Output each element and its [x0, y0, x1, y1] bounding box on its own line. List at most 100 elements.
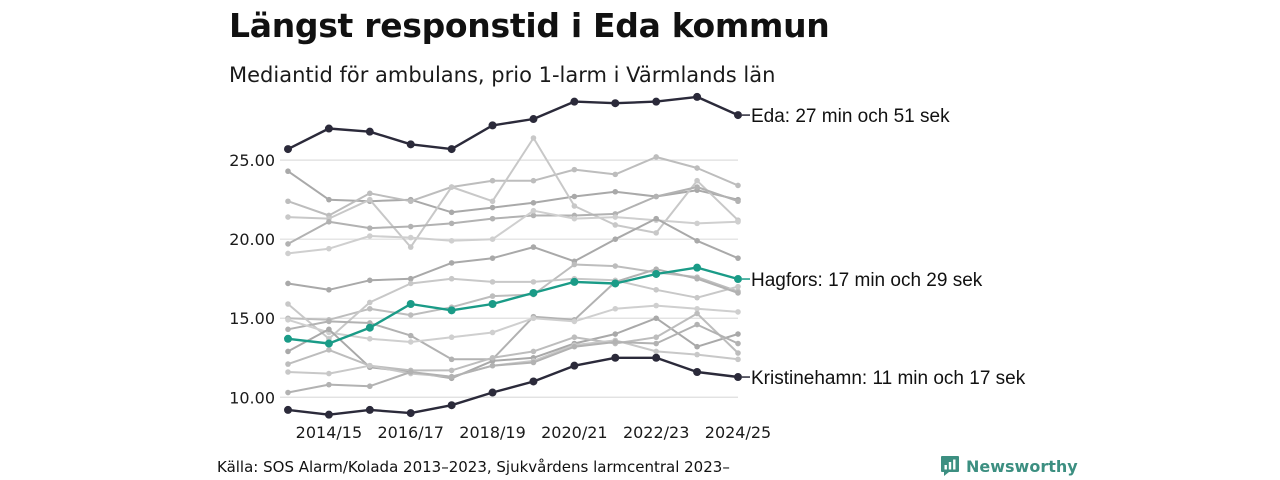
background-series-point [735, 290, 741, 296]
background-series-point [653, 315, 659, 322]
background-series-point [530, 212, 537, 219]
series-eda-end-label: Eda: 27 min och 51 sek [751, 106, 950, 127]
series-eda-line [286, 95, 740, 151]
background-series-point [448, 275, 455, 282]
series-kristinehamn-point [324, 410, 333, 419]
series-eda-point [570, 97, 579, 106]
background-series-point [735, 340, 741, 347]
series-kristinehamn-point [529, 377, 538, 386]
background-series-line [287, 186, 739, 245]
background-series-line [287, 304, 739, 343]
background-series-point [326, 318, 332, 325]
background-series-point [694, 343, 700, 350]
background-series-point [489, 255, 496, 261]
background-series-point [326, 381, 332, 388]
background-series-point [407, 234, 414, 241]
series-kristinehamn-end-label: Kristinehamn: 11 min och 17 sek [751, 368, 1026, 389]
background-series-point [530, 135, 537, 141]
series-eda-point [365, 127, 374, 136]
background-series [285, 275, 741, 342]
series-kristinehamn-point [284, 405, 292, 414]
background-series-point [530, 207, 537, 214]
background-series-point [367, 196, 373, 203]
series-hagfors-point [365, 323, 374, 332]
x-tick-label: 2022/23 [623, 423, 689, 442]
series-kristinehamn-line [286, 356, 740, 416]
background-series-point [653, 348, 659, 355]
series-hagfors-point [488, 300, 497, 309]
y-tick-label: 20.00 [229, 230, 275, 249]
series-kristinehamn-point [406, 409, 415, 418]
series-eda-point [611, 99, 620, 108]
background-series-point [448, 373, 455, 380]
series-eda-point [693, 92, 702, 101]
background-series-point [367, 277, 373, 284]
background-series-point [694, 275, 700, 282]
series-hagfors-point [611, 279, 620, 288]
background-series-point [489, 362, 496, 369]
background-series-point [367, 299, 373, 306]
background-series [285, 321, 741, 396]
background-series-point [448, 260, 455, 266]
background-series-point [694, 177, 700, 184]
background-series-point [489, 354, 496, 361]
background-series-point [612, 236, 619, 242]
background-series-point [489, 236, 496, 242]
background-series-point [530, 177, 537, 184]
background-series-line [287, 209, 739, 255]
background-series-point [407, 275, 414, 282]
background-series-point [694, 305, 700, 312]
background-series [285, 207, 741, 257]
background-series-point [407, 369, 414, 375]
background-series-point [326, 196, 332, 203]
background-series-point [735, 219, 741, 225]
background-series [285, 266, 741, 363]
background-series-point [489, 215, 496, 222]
newsworthy-logo-icon [941, 456, 959, 476]
background-series-point [612, 214, 619, 220]
background-series-point [489, 279, 496, 285]
background-series-point [571, 334, 578, 341]
background-series-point [612, 305, 619, 312]
brand[interactable]: Newsworthy [940, 455, 1078, 477]
background-series-line [287, 217, 739, 291]
background-series-point [530, 244, 537, 250]
background-series-point [612, 263, 619, 269]
highlighted-series [284, 92, 742, 419]
series-kristinehamn-point [447, 401, 456, 410]
background-series-point [285, 326, 291, 333]
background-series-point [285, 301, 291, 307]
background-series-point [367, 335, 373, 342]
background-series-point [612, 339, 619, 345]
x-tick-label: 2020/21 [541, 423, 607, 442]
background-series-point [285, 389, 291, 396]
gridlines [280, 159, 738, 398]
series-eda-point [284, 145, 292, 154]
series-hagfors-point [570, 277, 579, 286]
background-series-point [285, 250, 291, 257]
background-series-line [287, 323, 739, 394]
background-series-point [571, 166, 578, 173]
series-eda-point [529, 115, 538, 124]
background-series-point [612, 331, 619, 337]
background-series-point [612, 222, 619, 228]
background-series-point [694, 310, 700, 317]
background-series-point [653, 193, 659, 200]
background-series-point [489, 204, 496, 211]
background-series-point [326, 370, 332, 377]
background-series-point [694, 220, 700, 227]
background-series-point [735, 350, 741, 356]
background-series-point [326, 347, 332, 353]
background-series-point [489, 329, 496, 336]
background-series-point [735, 356, 741, 363]
background-series [285, 302, 741, 345]
background-series-point [530, 279, 537, 285]
y-tick-label: 25.00 [229, 151, 275, 170]
series-kristinehamn [284, 353, 742, 419]
background-series-point [448, 209, 455, 216]
background-series-line [287, 268, 739, 361]
background-series-point [653, 334, 659, 341]
background-series-point [571, 343, 578, 350]
background-series-point [407, 332, 414, 339]
background-series-point [285, 198, 291, 205]
